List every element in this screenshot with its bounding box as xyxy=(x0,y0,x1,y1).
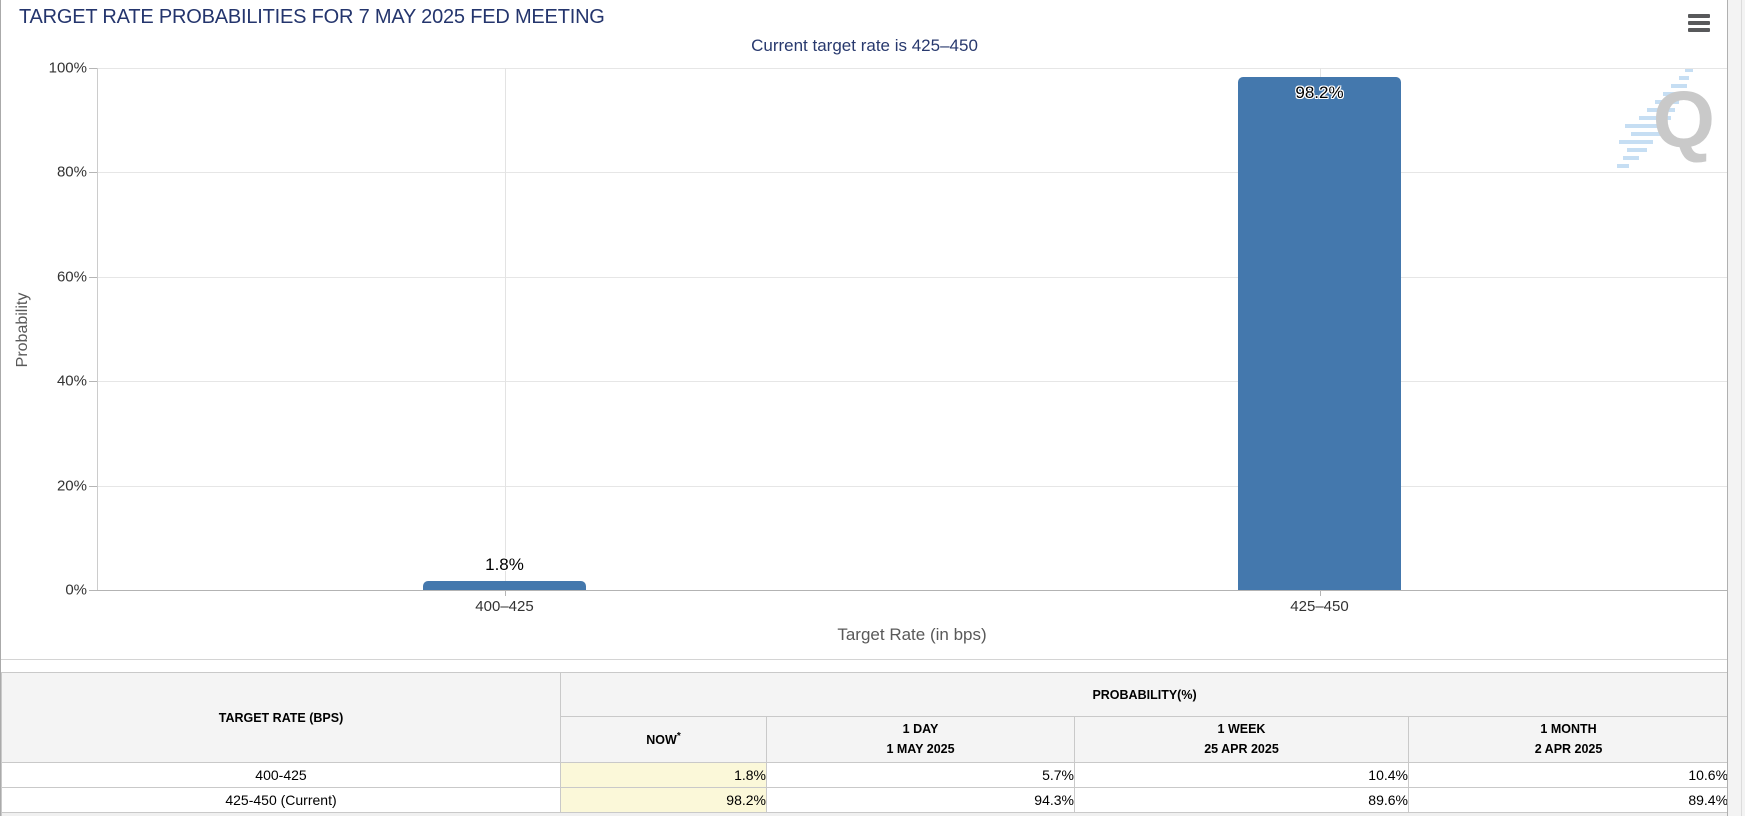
col-header-now: NOW* xyxy=(560,716,767,763)
gridline xyxy=(97,276,1727,278)
cell-1-day: 94.3% xyxy=(766,787,1075,813)
x-tick-label: 425–450 xyxy=(1290,598,1349,615)
table-row: 425-450 (Current) 98.2% 94.3% 89.6% 89.4… xyxy=(1,787,1730,813)
y-tick-label: 40% xyxy=(56,372,87,390)
gridline xyxy=(97,172,1727,174)
hamburger-icon xyxy=(1688,14,1710,18)
cell-1-week: 89.6% xyxy=(1074,787,1409,813)
y-axis-tick xyxy=(89,276,97,278)
plot-area: 100% 80% 60% 40% 20% 0% 400–425 1.8% 425–450 98.2… xyxy=(1,0,1728,663)
cell-1-day: 5.7% xyxy=(766,762,1075,788)
y-tick-label: 0% xyxy=(65,581,87,599)
col-header-1-day: 1 DAY 1 MAY 2025 xyxy=(766,716,1075,763)
y-tick-label: 20% xyxy=(56,477,87,495)
col-header-probability: PROBABILITY(%) xyxy=(559,672,1730,717)
y-axis-line xyxy=(97,68,98,590)
bar-value-label: 98.2% xyxy=(1295,83,1344,103)
cell-1-month: 89.4% xyxy=(1407,787,1730,813)
y-tick-label: 60% xyxy=(56,268,87,286)
y-axis-tick xyxy=(89,590,97,591)
probability-table: TARGET RATE (BPS) PROBABILITY(%) NOW* 1 … xyxy=(1,672,1730,816)
probability-chart: Current target rate is 425–450 xyxy=(1,0,1728,663)
cell-1-week: 10.4% xyxy=(1074,762,1409,788)
col-header-target-rate: TARGET RATE (BPS) xyxy=(1,672,561,763)
hamburger-icon xyxy=(1688,21,1710,25)
y-axis-tick xyxy=(89,68,97,69)
cell-now: 98.2% xyxy=(560,787,767,813)
gridline xyxy=(504,68,506,590)
now-asterisk: * xyxy=(676,730,681,742)
table-row: 400-425 1.8% 5.7% 10.4% 10.6% xyxy=(1,762,1730,788)
gridline xyxy=(97,381,1727,383)
cell-1-month: 10.6% xyxy=(1407,762,1730,788)
page-title: TARGET RATE PROBABILITIES FOR 7 MAY 2025… xyxy=(19,6,605,28)
bar-value-label: 1.8% xyxy=(485,554,524,574)
col-header-1-month: 1 MONTH 2 APR 2025 xyxy=(1407,716,1730,763)
y-axis-tick xyxy=(89,381,97,383)
vertical-scrollbar[interactable] xyxy=(1727,0,1745,816)
y-axis-tick xyxy=(89,485,97,487)
col-header-1-week: 1 WEEK 25 APR 2025 xyxy=(1074,716,1409,763)
gridline xyxy=(97,485,1727,487)
x-axis-tick xyxy=(1319,590,1321,596)
hamburger-menu-button[interactable] xyxy=(1688,12,1710,34)
cell-now: 1.8% xyxy=(560,762,767,788)
x-tick-label: 400–425 xyxy=(475,598,534,615)
cell-rate: 400-425 xyxy=(1,762,561,788)
x-axis-title: Target Rate (in bps) xyxy=(837,625,987,644)
chart-subtitle: Current target rate is 425–450 xyxy=(751,36,978,55)
gridline xyxy=(97,68,1727,69)
y-tick-label: 80% xyxy=(56,163,87,181)
hamburger-icon xyxy=(1688,28,1710,32)
x-axis-tick xyxy=(504,590,506,596)
gridline xyxy=(97,590,1727,591)
bar-425-450[interactable] xyxy=(1238,77,1401,590)
y-tick-label: 100% xyxy=(48,59,87,77)
cell-rate: 425-450 (Current) xyxy=(1,787,561,813)
y-axis-tick xyxy=(89,172,97,174)
chart-bottom-divider xyxy=(1,659,1728,660)
bar-400-425[interactable] xyxy=(423,580,586,590)
